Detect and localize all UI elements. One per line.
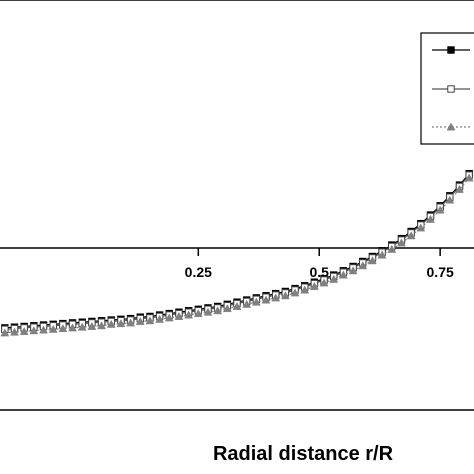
series-triangle-dotted-point [68, 323, 77, 332]
series-triangle-dotted-point [445, 195, 455, 204]
series-triangle-dotted-point [397, 238, 406, 247]
series-triangle-dotted-point [377, 250, 387, 259]
series-triangle-dotted-point [203, 307, 213, 316]
series-triangle-dotted-point [358, 261, 368, 270]
series-triangle-dotted-point [145, 316, 155, 325]
legend [420, 32, 474, 145]
x-tick-label: 0.25 [185, 264, 212, 280]
series-triangle-dotted-point [135, 316, 145, 325]
series-triangle-dotted-point [338, 270, 348, 279]
series-triangle-dotted-point [106, 319, 116, 328]
series-triangle-dotted-point [184, 310, 194, 319]
series-triangle-dotted-point [300, 285, 310, 294]
series-triangle-dotted-point [406, 231, 416, 240]
series-triangle-dotted-point [116, 319, 126, 328]
x-axis-title: Radial distance r/R [213, 443, 394, 465]
series-triangle-dotted-point [10, 327, 19, 336]
legend-marker [447, 85, 455, 93]
series-triangle-dotted-point [19, 326, 29, 335]
series-triangle-dotted-point [464, 173, 474, 182]
series-triangle-dotted-point [77, 322, 87, 331]
series-triangle-dotted-point [213, 306, 223, 315]
series-triangle-dotted-point [368, 256, 377, 265]
series-triangle-dotted-point [232, 301, 242, 310]
series-triangle-dotted-point [387, 244, 397, 253]
series-triangle-dotted-point [280, 291, 290, 300]
series-triangle-dotted-point [164, 313, 174, 322]
series-triangle-dotted-point [319, 278, 329, 287]
series-triangle-dotted-point [261, 295, 271, 304]
series-triangle-dotted-point [242, 299, 252, 308]
series-triangle-dotted-point [97, 321, 106, 330]
series-triangle-dotted-point [435, 205, 445, 214]
series-triangle-dotted-point [155, 314, 165, 323]
x-tick-label: 0.75 [427, 264, 454, 280]
series-triangle-dotted-point [251, 297, 261, 306]
series-triangle-dotted-point [329, 274, 339, 283]
series-triangle-dotted-point [271, 293, 281, 302]
series-triangle-dotted-point [48, 324, 58, 333]
series-triangle-dotted-point [58, 324, 68, 333]
series-triangle-dotted-point [29, 326, 39, 335]
series-triangle-dotted-point [309, 281, 319, 290]
series-triangle-dotted-point [455, 184, 464, 193]
series-triangle-dotted-point [416, 223, 426, 232]
series-triangle-dotted-point [87, 321, 97, 330]
series-triangle-dotted [0, 173, 474, 337]
series-triangle-dotted-point [290, 288, 300, 297]
legend-marker [447, 46, 455, 54]
series-triangle-dotted-point [193, 309, 203, 318]
series-triangle-dotted-point [0, 328, 10, 337]
series-triangle-dotted-point [174, 311, 184, 320]
series-triangle-dotted-point [39, 325, 48, 334]
series-triangle-dotted-point [348, 266, 358, 275]
series-triangle-dotted-point [426, 214, 435, 223]
legend-marker [446, 122, 456, 131]
series-triangle-dotted-point [222, 304, 232, 313]
series-triangle-dotted-point [126, 318, 136, 327]
